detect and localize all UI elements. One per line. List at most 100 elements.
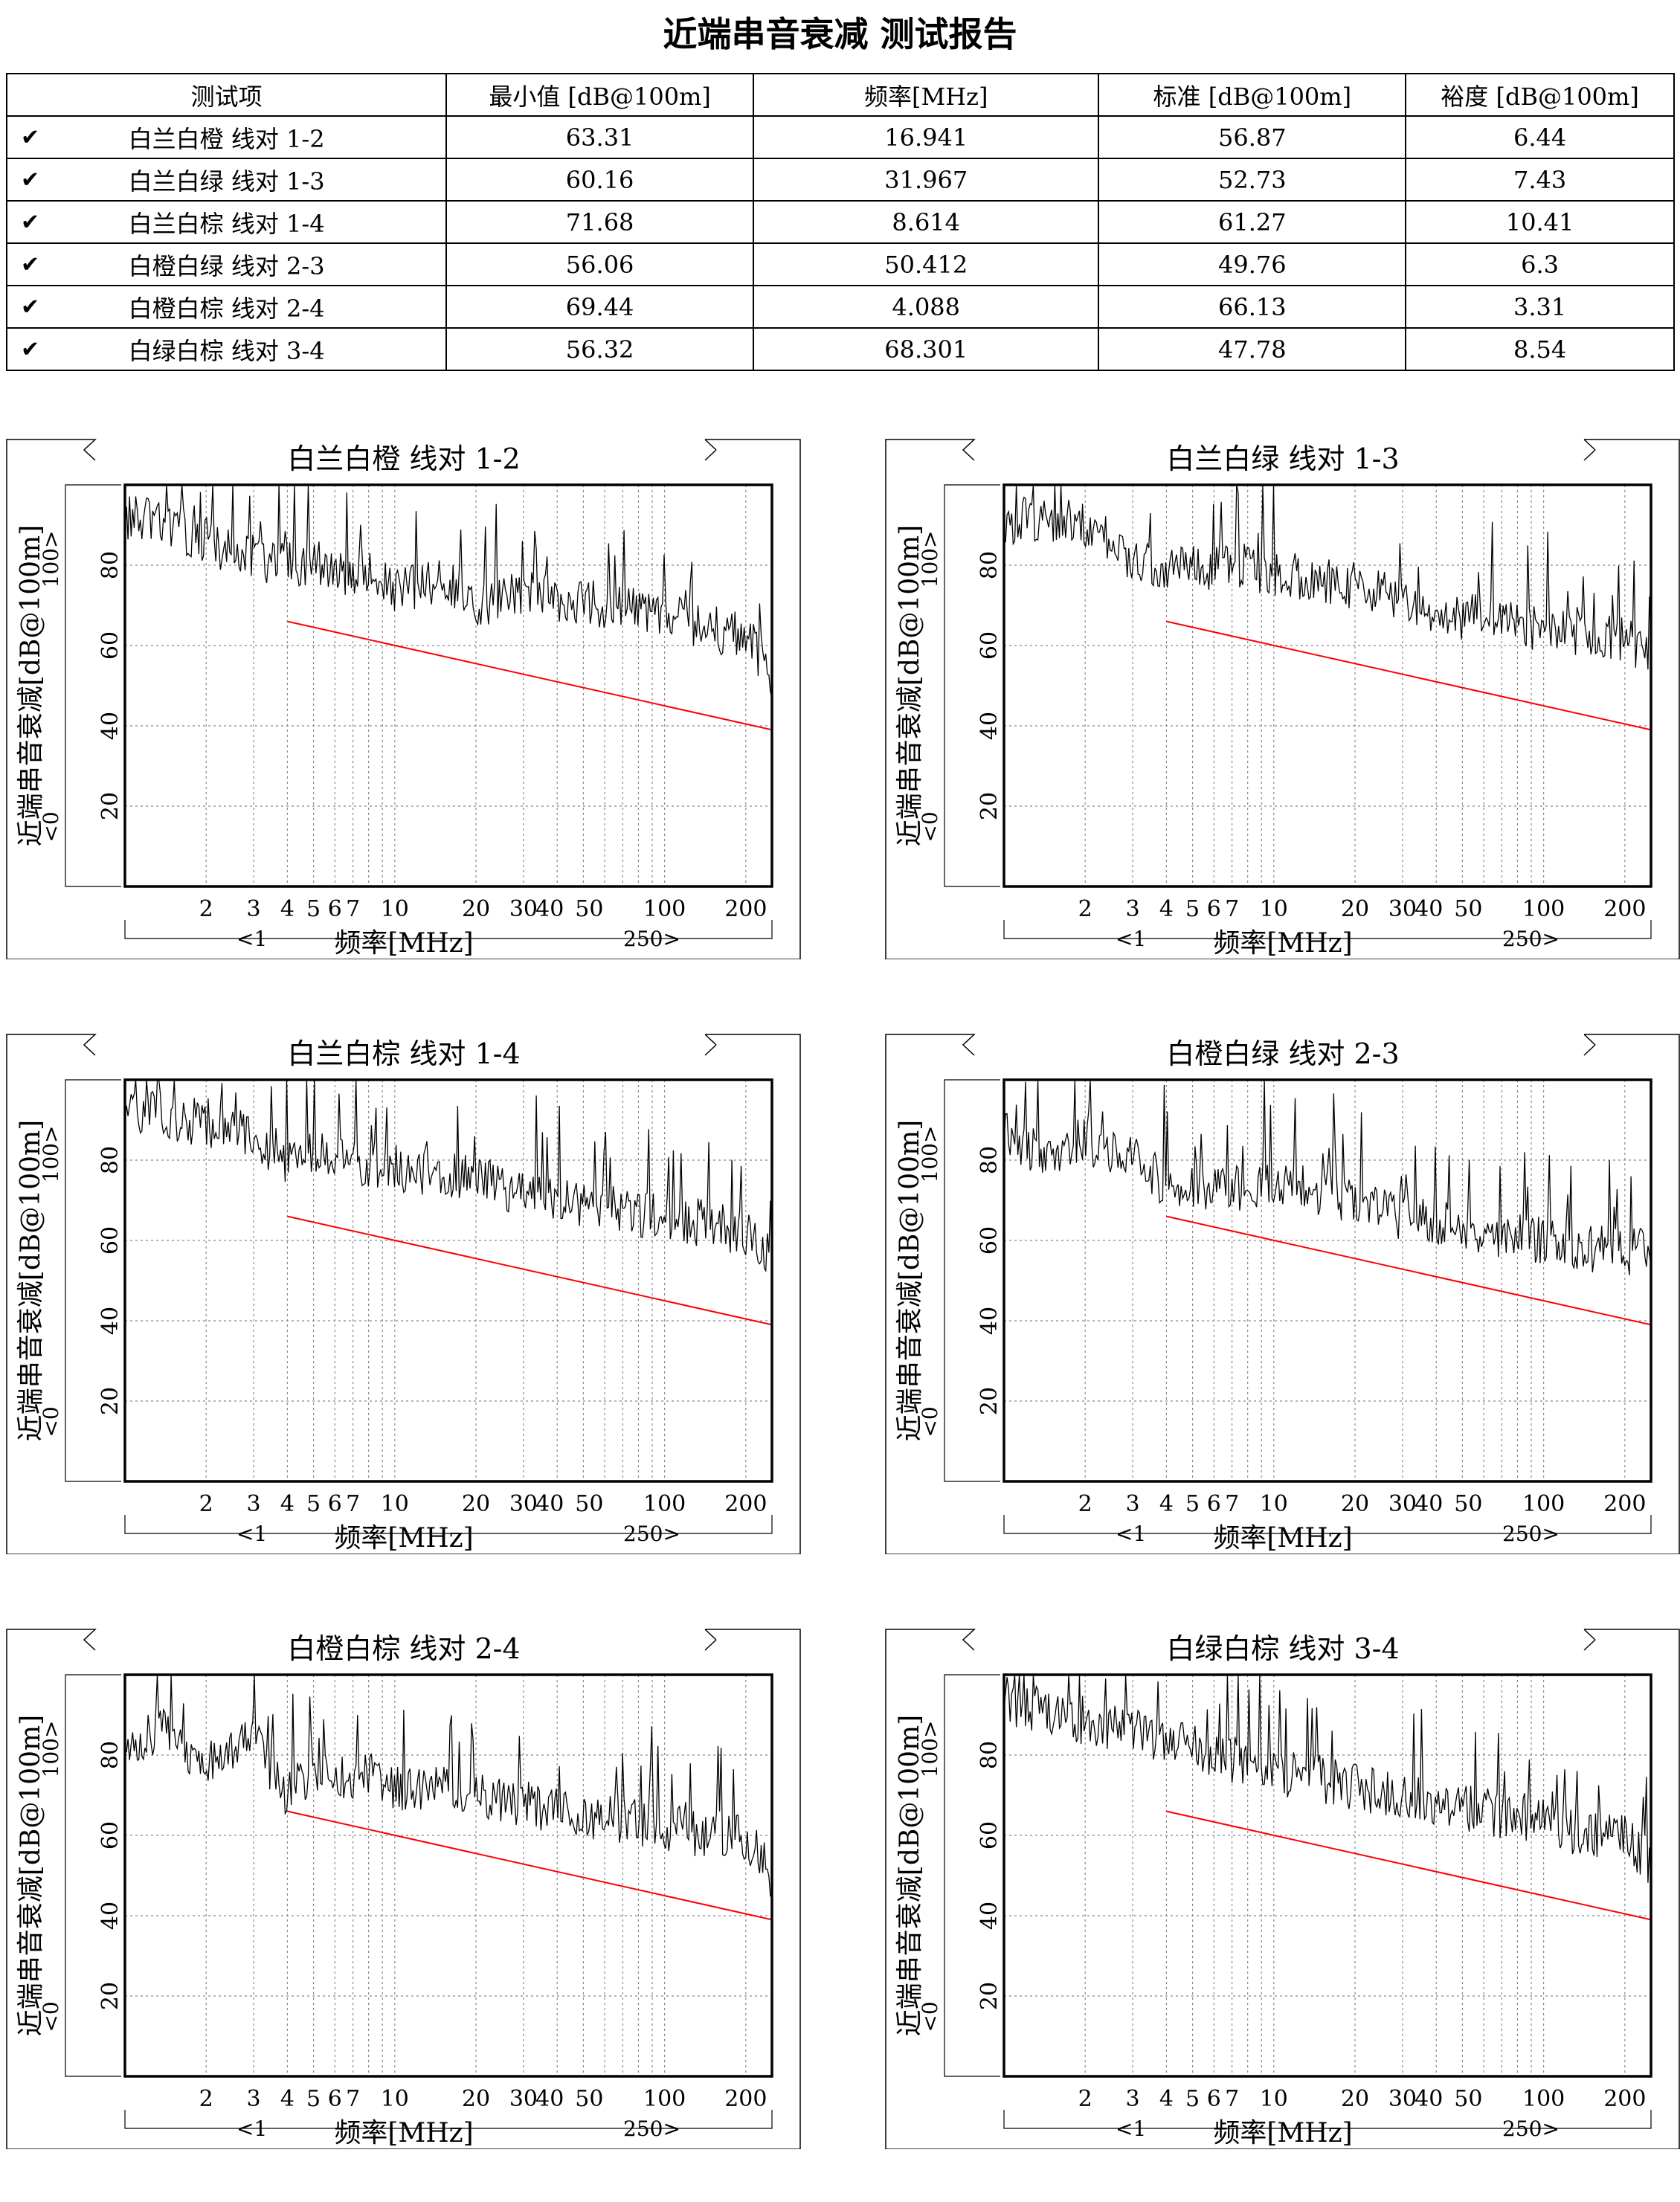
chart-panel: 20 40 60 80 2 3 4 5 6 7 10 20 30 40 50 100 200 <1 250> <0 10… xyxy=(885,1629,1680,2149)
y-tick-label: 40 xyxy=(97,1902,123,1930)
chart-title: 白兰白绿 线对 1-3 xyxy=(1166,442,1399,475)
y-range-bracket xyxy=(65,484,121,887)
row-margin: 8.54 xyxy=(1405,327,1675,371)
y-tick-label: 20 xyxy=(97,792,123,820)
x-tick-label: 30 xyxy=(1388,896,1417,922)
y-range-high: 100> xyxy=(39,1721,63,1778)
row-name-cell: ✔ 白橙白绿 线对 2-3 xyxy=(5,242,448,286)
y-tick-label: 80 xyxy=(976,551,1002,579)
x-tick-label: 40 xyxy=(1415,1491,1443,1517)
y-tick-label: 80 xyxy=(97,1741,123,1769)
x-tick-label: 3 xyxy=(1126,1491,1140,1517)
y-range-low: <0 xyxy=(39,2001,63,2032)
x-tick-label: 6 xyxy=(328,1491,342,1517)
x-tick-label: 4 xyxy=(1159,896,1174,922)
x-tick-label: 4 xyxy=(280,2086,295,2112)
x-tick-label: 200 xyxy=(1603,896,1646,922)
row-name-cell: ✔ 白兰白橙 线对 1-2 xyxy=(5,115,448,159)
x-tick-label: 20 xyxy=(1341,2086,1369,2112)
check-icon: ✔ xyxy=(21,167,40,193)
row-freq: 68.301 xyxy=(752,327,1100,371)
panel-frame xyxy=(885,439,1680,959)
x-tick-label: 20 xyxy=(462,1491,490,1517)
y-tick-label: 60 xyxy=(976,1821,1002,1850)
y-range-low: <0 xyxy=(918,2001,942,2032)
panel-frame xyxy=(885,1034,1680,1554)
x-tick-label: 100 xyxy=(1522,1491,1565,1517)
x-range-low: <1 xyxy=(1116,2116,1146,2141)
measurement-trace xyxy=(1003,484,1652,670)
x-tick-label: 40 xyxy=(1415,2086,1443,2112)
y-tick-label: 20 xyxy=(976,1387,1002,1415)
limit-line xyxy=(287,1215,773,1326)
y-axis-title: 近端串音衰减[dB@100m] xyxy=(16,525,46,846)
x-tick-label: 30 xyxy=(1388,2086,1417,2112)
y-tick-label: 40 xyxy=(976,1307,1002,1335)
chart-title: 白橙白绿 线对 2-3 xyxy=(1166,1037,1399,1070)
x-tick-label: 2 xyxy=(1078,2086,1092,2112)
x-range-low: <1 xyxy=(1116,1522,1146,1546)
table-row: ✔ 白橙白棕 线对 2-4 69.44 4.088 66.13 3.31 xyxy=(5,285,1675,329)
y-range-bracket xyxy=(944,1674,1000,2077)
check-icon: ✔ xyxy=(21,251,40,277)
x-tick-label: 2 xyxy=(199,896,213,922)
x-tick-label: 200 xyxy=(724,2086,767,2112)
x-tick-label: 20 xyxy=(1341,1491,1369,1517)
y-tick-label: 20 xyxy=(97,1982,123,2010)
x-tick-label: 5 xyxy=(306,2086,321,2112)
x-range-bracket xyxy=(1003,920,1652,939)
x-tick-label: 3 xyxy=(247,2086,261,2112)
x-tick-label: 7 xyxy=(1225,1491,1239,1517)
row-margin: 10.41 xyxy=(1405,200,1675,244)
y-range-high: 100> xyxy=(918,531,942,588)
y-tick-label: 60 xyxy=(976,631,1002,660)
y-tick-label: 40 xyxy=(97,1307,123,1335)
x-tick-label: 100 xyxy=(643,896,686,922)
x-tick-label: 10 xyxy=(381,2086,409,2112)
y-tick-label: 60 xyxy=(97,631,123,660)
x-range-high: 250> xyxy=(623,1522,680,1546)
x-tick-label: 4 xyxy=(280,1491,295,1517)
chart-panel: 20 40 60 80 2 3 4 5 6 7 10 20 30 40 50 100 200 <1 250> <0 10… xyxy=(6,1629,802,2149)
header-frequency: 频率[MHz] xyxy=(752,73,1100,117)
chart-panel: 20 40 60 80 2 3 4 5 6 7 10 20 30 40 50 100 200 <1 250> <0 10… xyxy=(6,1034,802,1554)
row-name: 白兰白棕 线对 1-4 xyxy=(128,209,325,238)
row-name-cell: ✔ 白兰白绿 线对 1-3 xyxy=(5,158,448,202)
x-tick-label: 40 xyxy=(1415,896,1443,922)
panel-frame xyxy=(6,1034,801,1554)
x-axis-title: 频率[MHz] xyxy=(1213,928,1352,959)
row-std: 47.78 xyxy=(1098,327,1407,371)
x-axis-title: 频率[MHz] xyxy=(334,2118,473,2148)
limit-line xyxy=(1166,1810,1652,1921)
row-freq: 8.614 xyxy=(752,200,1100,244)
x-axis-title: 频率[MHz] xyxy=(334,928,473,959)
x-range-high: 250> xyxy=(1502,1522,1560,1546)
row-name-cell: ✔ 白绿白棕 线对 3-4 xyxy=(5,327,448,371)
row-min: 60.16 xyxy=(445,158,754,202)
x-tick-label: 2 xyxy=(1078,1491,1092,1517)
y-range-bracket xyxy=(65,1079,121,1482)
chart-title: 白兰白橙 线对 1-2 xyxy=(287,442,520,475)
x-tick-label: 6 xyxy=(328,896,342,922)
x-tick-label: 200 xyxy=(724,1491,767,1517)
x-tick-label: 7 xyxy=(346,2086,360,2112)
header-min-value: 最小值 [dB@100m] xyxy=(445,73,754,117)
row-name: 白绿白棕 线对 3-4 xyxy=(128,336,325,365)
x-tick-label: 5 xyxy=(1185,2086,1200,2112)
row-min: 69.44 xyxy=(445,285,754,329)
x-tick-label: 20 xyxy=(1341,896,1369,922)
x-tick-label: 4 xyxy=(1159,2086,1174,2112)
y-tick-label: 60 xyxy=(976,1226,1002,1255)
x-tick-label: 5 xyxy=(306,896,321,922)
summary-table: 测试项 最小值 [dB@100m] 频率[MHz] 标准 [dB@100m] 裕… xyxy=(5,73,1675,371)
y-tick-label: 40 xyxy=(976,712,1002,740)
x-tick-label: 30 xyxy=(509,2086,538,2112)
x-tick-label: 3 xyxy=(247,896,261,922)
plot-border xyxy=(123,483,773,888)
x-tick-label: 50 xyxy=(1454,2086,1482,2112)
x-tick-label: 20 xyxy=(462,896,490,922)
plot-border xyxy=(123,1673,773,2078)
x-tick-label: 30 xyxy=(509,1491,538,1517)
